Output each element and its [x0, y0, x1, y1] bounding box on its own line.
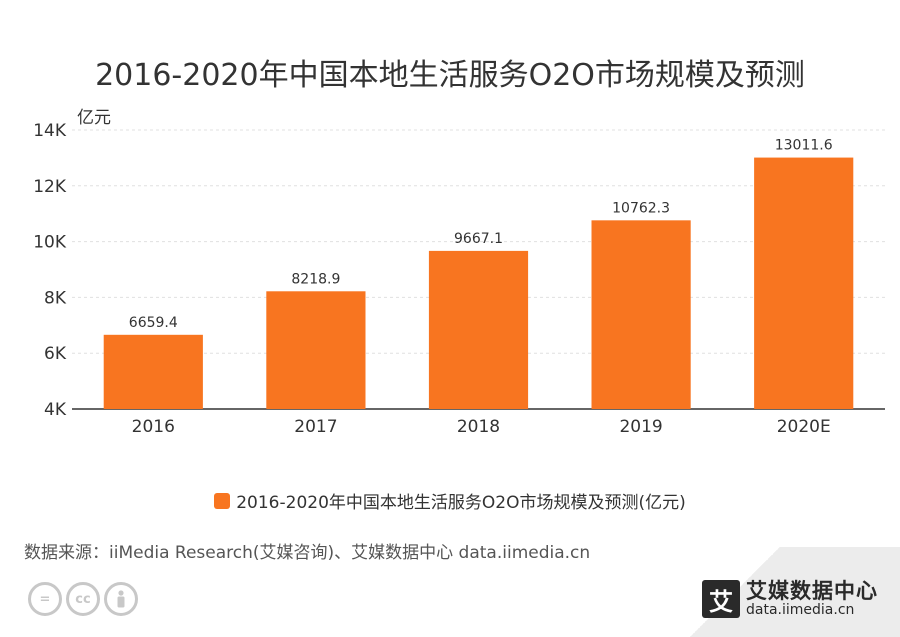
y-tick-label: 4K	[44, 400, 67, 420]
legend: 2016-2020年中国本地生活服务O2O市场规模及预测(亿元)	[0, 488, 900, 513]
y-tick-label: 8K	[44, 288, 67, 308]
brand-name: 艾媒数据中心	[746, 579, 878, 603]
bar	[266, 291, 366, 409]
source-note: 数据来源：iiMedia Research(艾媒咨询)、艾媒数据中心 data.…	[24, 543, 591, 563]
cc-icon: cc	[66, 582, 100, 616]
data-label: 10762.3	[612, 200, 670, 216]
data-label: 6659.4	[129, 315, 178, 331]
brand-watermark: 艾 艾媒数据中心 data.iimedia.cn	[702, 579, 878, 619]
license-badges: = cc	[28, 582, 138, 616]
equals-icon: =	[28, 582, 62, 616]
person-icon	[104, 582, 138, 616]
bar-chart: 4K 6K 8K 10K 12K 14K 6659.4 2016 8218.9 2017 9667.…	[33, 121, 885, 437]
data-label: 9667.1	[454, 231, 503, 247]
chart-title: 2016-2020年中国本地生活服务O2O市场规模及预测	[95, 58, 805, 93]
data-label: 8218.9	[291, 271, 340, 287]
x-tick-label: 2018	[457, 417, 500, 437]
x-tick-label: 2017	[294, 417, 337, 437]
x-tick-label: 2016	[132, 417, 175, 437]
bar	[591, 220, 691, 409]
bar	[754, 157, 854, 409]
bar	[428, 250, 529, 409]
brand-url: data.iimedia.cn	[746, 602, 855, 619]
y-axis-unit: 亿元	[77, 108, 111, 128]
brand-logo-icon: 艾	[702, 580, 740, 619]
bar	[103, 334, 203, 409]
x-tick-label: 2020E	[777, 417, 831, 437]
legend-label: 2016-2020年中国本地生活服务O2O市场规模及预测(亿元)	[236, 493, 686, 513]
legend-swatch	[214, 492, 231, 509]
data-label: 13011.6	[775, 138, 833, 154]
brand-background	[640, 547, 900, 637]
y-tick-label: 6K	[44, 344, 67, 364]
y-tick-label: 14K	[33, 121, 67, 141]
y-tick-label: 12K	[33, 177, 67, 197]
y-tick-label: 10K	[33, 233, 67, 253]
x-tick-label: 2019	[619, 417, 662, 437]
